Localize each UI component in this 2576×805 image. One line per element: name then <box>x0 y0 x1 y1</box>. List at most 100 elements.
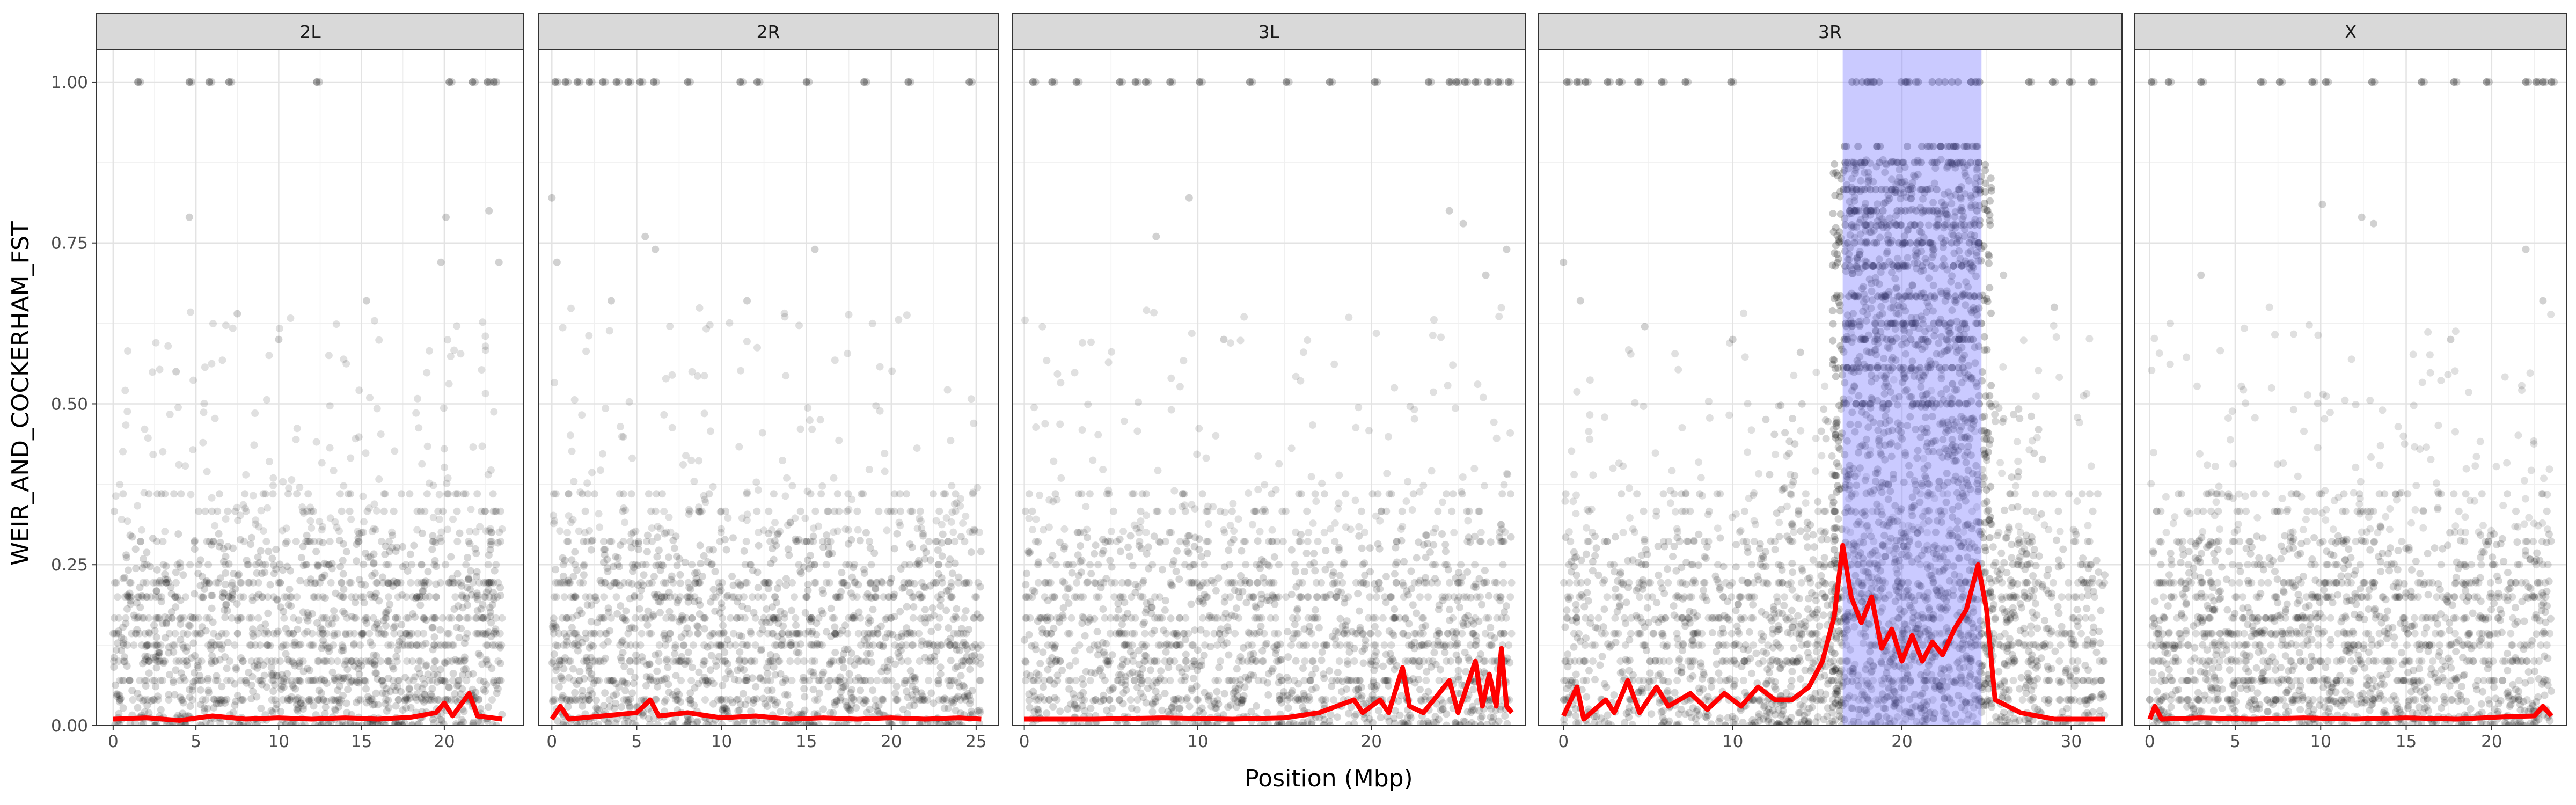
data-point <box>418 561 426 569</box>
data-point <box>601 551 609 559</box>
data-point <box>234 692 241 699</box>
data-point <box>486 608 494 616</box>
data-point <box>1357 683 1365 691</box>
data-point <box>743 516 751 524</box>
data-point <box>456 529 464 537</box>
data-point <box>119 575 127 582</box>
data-point <box>1210 630 1218 638</box>
data-point <box>1351 630 1359 638</box>
data-point <box>1290 630 1298 638</box>
data-point <box>296 677 304 685</box>
data-point <box>257 547 265 555</box>
data-point <box>668 423 676 431</box>
data-point <box>282 524 290 532</box>
data-point <box>1501 712 1509 720</box>
data-point <box>792 614 800 622</box>
data-point <box>453 538 462 546</box>
data-point <box>637 579 645 587</box>
data-point <box>1340 559 1348 567</box>
data-point <box>860 699 868 707</box>
data-point <box>276 657 284 665</box>
data-point <box>1130 677 1138 685</box>
data-point <box>491 628 499 636</box>
data-point <box>560 579 568 587</box>
data-point <box>661 635 669 643</box>
data-point <box>847 700 855 708</box>
data-point <box>1272 650 1279 658</box>
data-point <box>617 602 625 610</box>
data-point <box>340 482 348 490</box>
data-point <box>418 685 426 693</box>
data-point <box>459 490 467 498</box>
data-point <box>869 686 877 694</box>
data-point <box>150 696 158 704</box>
data-point <box>695 579 703 587</box>
data-point <box>473 568 481 576</box>
data-point <box>758 429 766 437</box>
data-point <box>705 490 713 498</box>
data-point <box>573 720 581 726</box>
data-point <box>1306 677 1314 685</box>
data-point <box>191 630 199 638</box>
data-point <box>693 622 701 630</box>
data-point <box>904 693 912 701</box>
data-point <box>1269 665 1277 672</box>
data-point <box>1329 580 1337 588</box>
data-point <box>1158 614 1166 622</box>
data-point <box>891 613 898 621</box>
data-point <box>885 593 893 601</box>
data-point <box>903 603 911 611</box>
data-point <box>237 677 245 685</box>
data-point <box>963 579 970 587</box>
data-point <box>455 614 463 622</box>
data-point <box>262 683 270 691</box>
data-point <box>748 593 756 601</box>
data-point <box>903 311 911 319</box>
data-point <box>1485 702 1494 710</box>
data-point <box>959 682 967 690</box>
data-point <box>462 490 470 498</box>
data-point <box>630 679 638 687</box>
data-point <box>741 700 749 708</box>
data-point <box>925 538 933 546</box>
data-point <box>801 693 809 701</box>
data-point <box>376 721 384 726</box>
data-point <box>938 521 946 529</box>
data-point <box>1371 685 1379 693</box>
data-point <box>1287 590 1296 598</box>
data-point <box>1249 671 1257 679</box>
data-point <box>854 630 862 638</box>
data-point <box>809 628 816 636</box>
data-point <box>458 591 466 599</box>
data-point <box>1123 721 1131 726</box>
data-point <box>271 696 279 704</box>
data-point <box>767 657 775 665</box>
data-point <box>925 639 933 647</box>
data-point <box>1299 664 1307 672</box>
data-point <box>312 438 320 446</box>
data-point <box>236 614 244 622</box>
data-point <box>493 689 501 697</box>
data-point <box>733 614 741 622</box>
data-point <box>267 663 275 671</box>
data-point <box>955 573 963 581</box>
data-point <box>126 531 134 539</box>
data-point <box>371 669 379 677</box>
data-point <box>1337 588 1345 596</box>
data-point <box>1238 696 1246 704</box>
data-point <box>817 607 825 614</box>
data-point <box>854 526 862 534</box>
data-point <box>909 593 917 601</box>
data-point <box>134 690 142 698</box>
facet-strip <box>538 13 999 50</box>
data-point <box>207 645 215 653</box>
data-point <box>1418 641 1426 649</box>
data-point <box>551 622 559 630</box>
data-point <box>1116 696 1124 704</box>
data-point <box>414 394 421 402</box>
data-point <box>1422 574 1430 582</box>
data-point <box>897 647 905 655</box>
panel-plot-area <box>538 50 998 726</box>
data-point <box>1041 614 1048 622</box>
